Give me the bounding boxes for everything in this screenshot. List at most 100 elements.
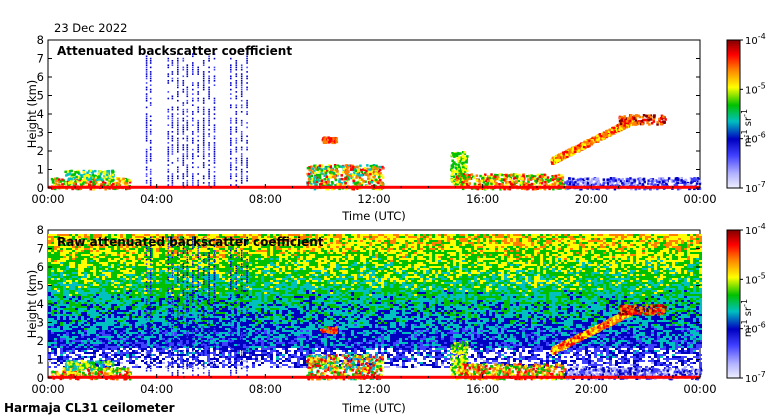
noise-cell (222, 360, 225, 362)
noise-cell (93, 346, 96, 348)
noise-cell (255, 358, 258, 360)
feature-cell (590, 140, 593, 143)
feature-cell (466, 174, 469, 177)
noise-cell (522, 356, 525, 358)
feature-cell (334, 168, 338, 172)
noise-cell (684, 350, 687, 352)
noise-cell (645, 350, 648, 352)
noise-cell (639, 346, 642, 348)
feature-cell (504, 181, 508, 184)
noise-cell (63, 344, 66, 346)
noise-cell (408, 358, 411, 360)
noise-cell (501, 358, 504, 360)
noise-cell (330, 348, 333, 350)
feature-cell (649, 178, 653, 182)
feature-cell (662, 179, 665, 182)
feature-cell (465, 165, 468, 169)
feature-cell (89, 180, 92, 184)
noise-cell (177, 354, 180, 356)
feature-cell (310, 171, 313, 175)
precip-streak-cell (182, 60, 185, 62)
feature-cell (531, 187, 535, 191)
feature-cell (638, 184, 641, 187)
noise-cell (90, 352, 93, 354)
precip-streak-cell (208, 88, 210, 91)
feature-cell (602, 135, 606, 139)
noise-cell (327, 348, 330, 350)
feature-cell (664, 182, 668, 185)
noise-cell (234, 350, 237, 352)
noise-cell (585, 352, 588, 354)
noise-cell (681, 348, 684, 350)
precip-streak-cell (167, 168, 170, 171)
noise-cell (624, 360, 627, 362)
noise-cell (219, 354, 222, 356)
noise-cell (189, 366, 192, 368)
precip-streak-cell (208, 66, 210, 69)
precip-streak-cell (171, 77, 174, 80)
noise-cell (423, 358, 426, 360)
noise-cell (501, 354, 504, 356)
noise-cell (48, 356, 51, 358)
feature-cell (372, 179, 376, 182)
precip-streak-cell (246, 82, 248, 84)
noise-cell (411, 366, 414, 368)
feature-cell (455, 170, 459, 173)
noise-cell (147, 354, 150, 356)
noise-cell (327, 346, 330, 348)
precip-streak-cell (167, 111, 170, 113)
noise-cell (249, 352, 252, 354)
noise-cell (123, 348, 126, 350)
feature-cell (548, 183, 551, 187)
noise-cell (444, 352, 447, 354)
noise-cell (267, 352, 270, 354)
noise-cell (210, 344, 213, 346)
noise-cell (420, 352, 423, 354)
precip-streak-cell (246, 135, 248, 138)
feature-cell (455, 166, 458, 170)
precip-streak-cell (208, 177, 210, 180)
noise-cell (264, 350, 267, 352)
noise-cell (210, 358, 213, 360)
noise-cell (303, 362, 306, 364)
noise-cell (636, 358, 639, 360)
precip-streak-cell (230, 126, 232, 129)
precip-streak-cell (202, 151, 205, 153)
feature-cell (125, 182, 129, 186)
precip-streak-cell (197, 184, 199, 186)
precip-streak-cell (182, 57, 185, 60)
noise-cell (243, 346, 246, 348)
noise-cell (48, 346, 51, 348)
precip-streak-cell (182, 91, 185, 93)
feature-cell (86, 171, 89, 174)
noise-cell (405, 356, 408, 358)
precip-streak-cell (145, 82, 148, 84)
feature-cell (104, 174, 107, 177)
noise-cell (327, 350, 330, 352)
feature-cell (630, 179, 633, 183)
noise-cell (594, 354, 597, 356)
noise-cell (78, 346, 81, 348)
noise-cell (54, 358, 57, 360)
feature-cell (323, 182, 326, 186)
noise-cell (51, 348, 54, 350)
feature-cell (335, 140, 339, 144)
precip-streak-cell (182, 173, 185, 175)
noise-cell (426, 354, 429, 356)
noise-cell (102, 352, 105, 354)
noise-cell (111, 358, 114, 360)
noise-cell (546, 360, 549, 362)
feature-cell (482, 181, 486, 184)
precip-streak-cell (145, 131, 148, 133)
noise-cell (417, 346, 420, 348)
noise-cell (660, 348, 663, 350)
feature-cell (586, 145, 590, 148)
noise-cell (423, 364, 426, 366)
noise-cell (408, 352, 411, 354)
noise-cell (687, 350, 690, 352)
precip-streak-cell (186, 111, 189, 113)
feature-cell (638, 180, 641, 183)
feature-cell (352, 179, 355, 183)
precip-streak-cell (149, 97, 152, 100)
noise-cell (255, 346, 258, 348)
